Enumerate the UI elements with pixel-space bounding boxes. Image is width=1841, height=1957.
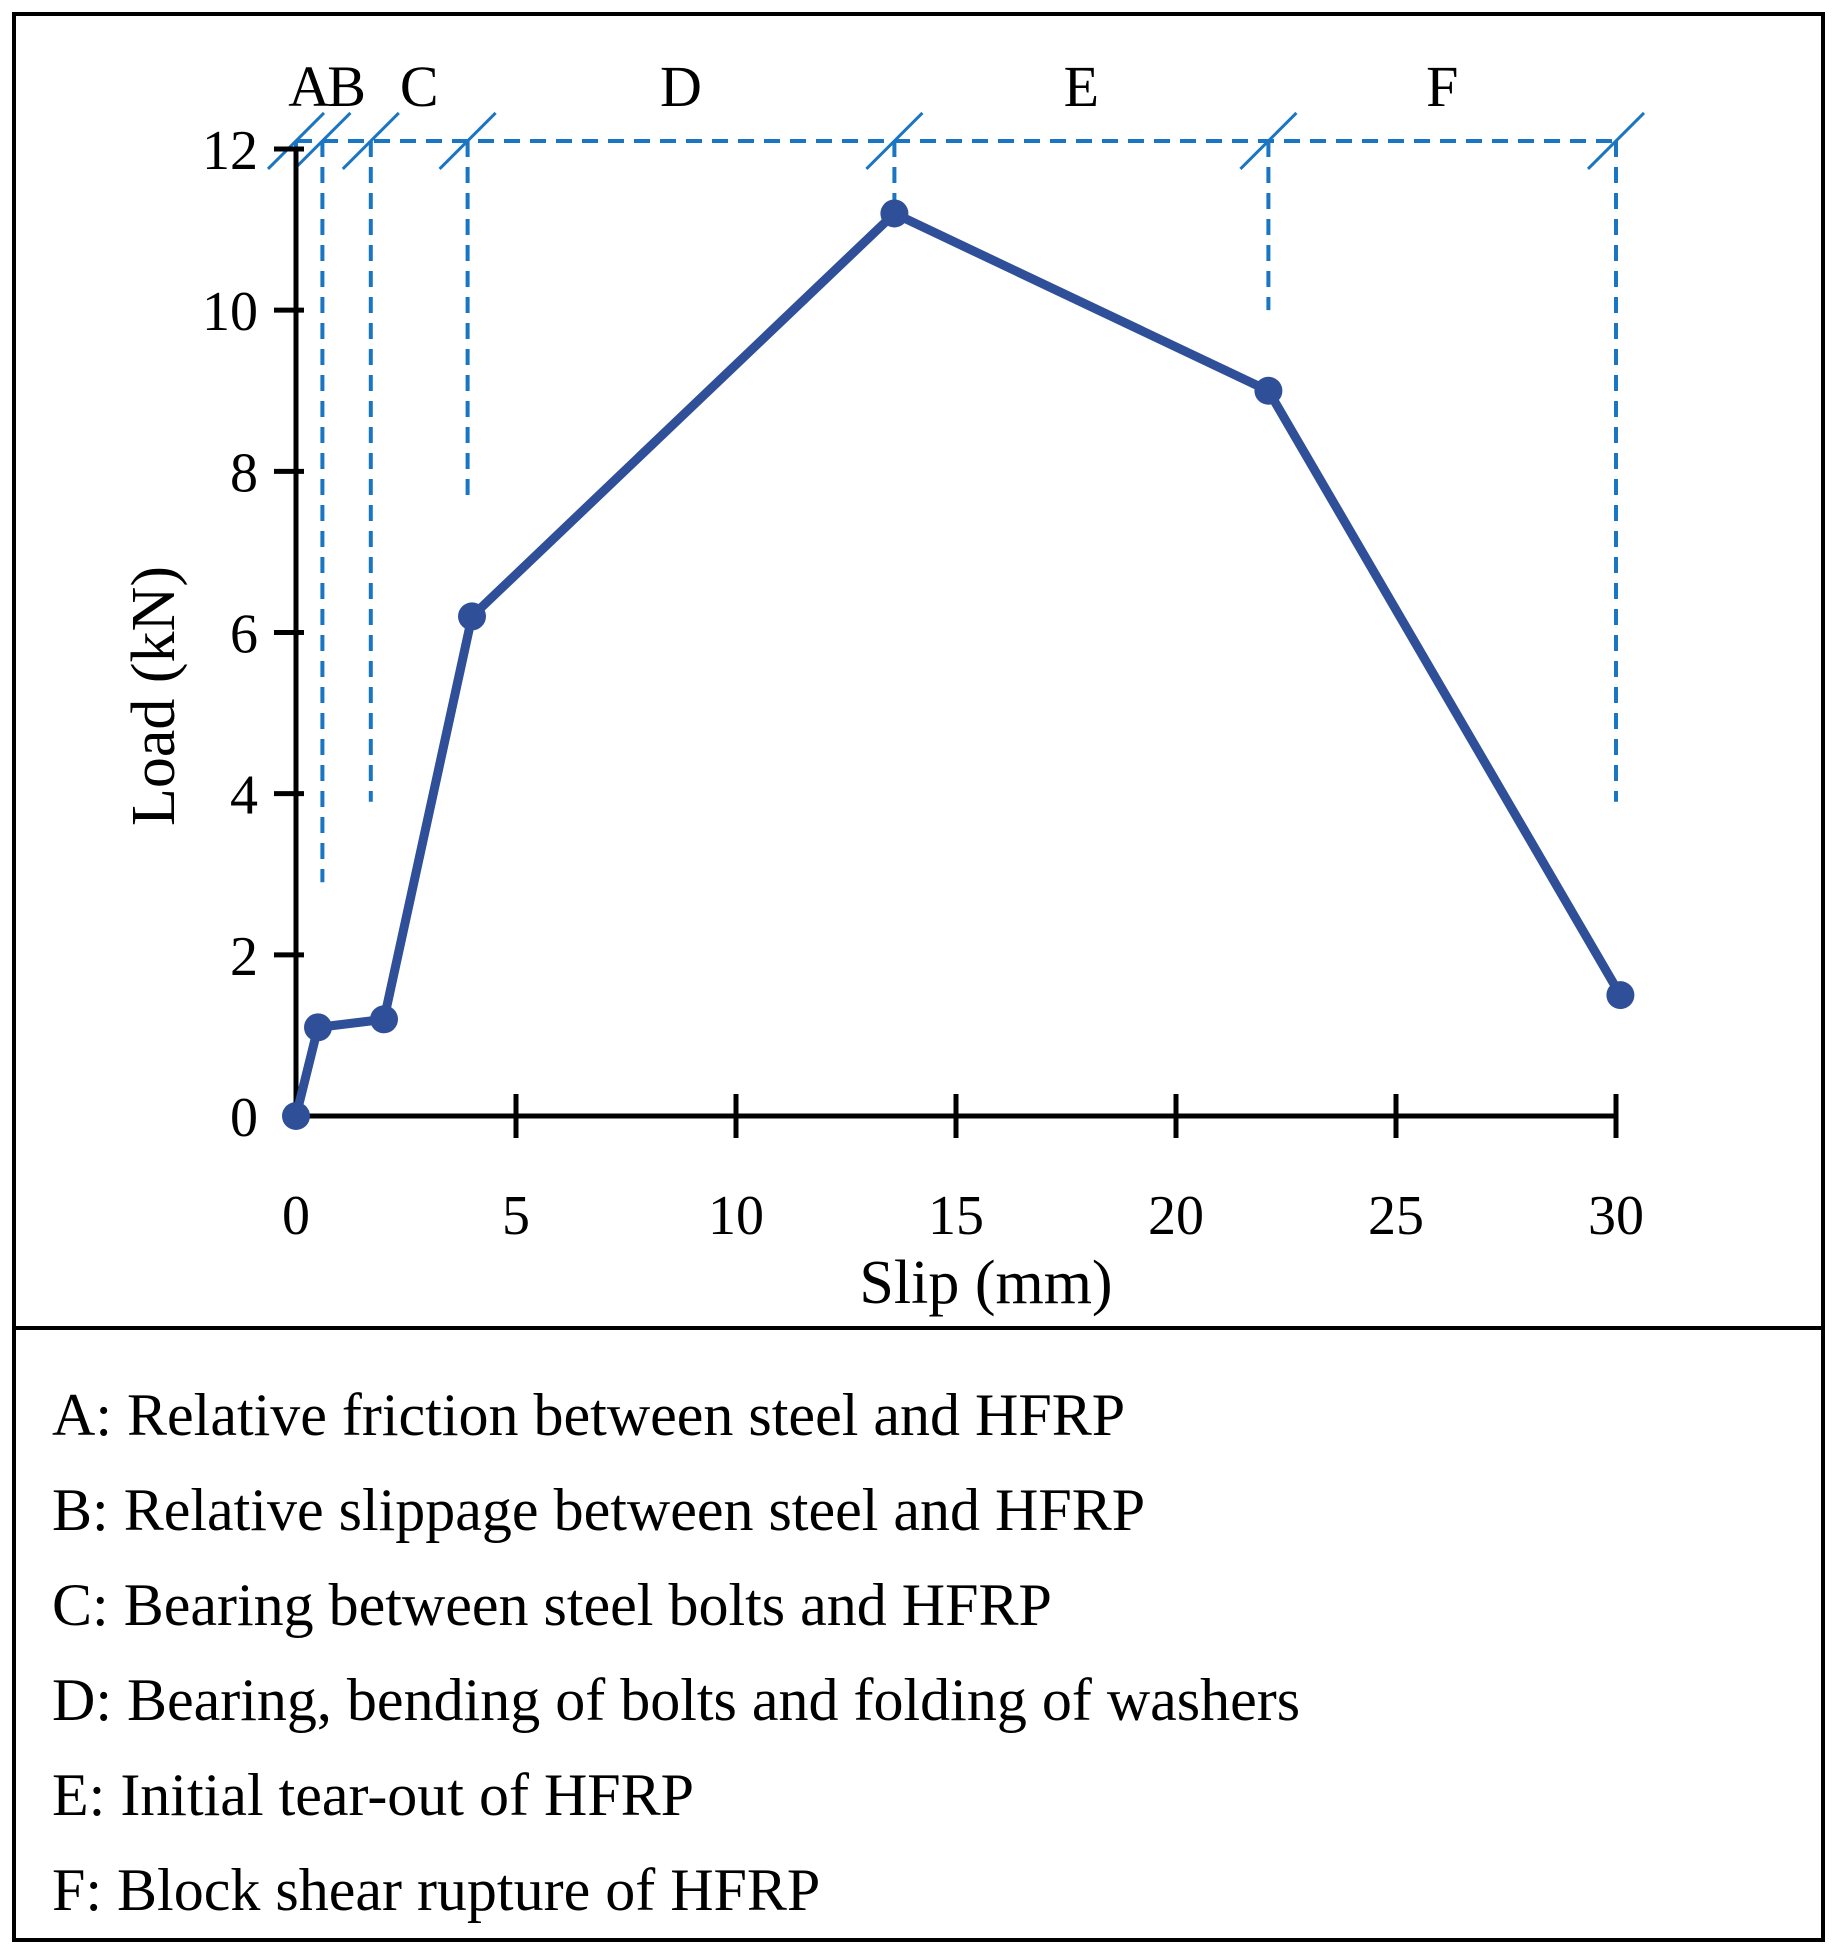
data-point	[458, 602, 486, 631]
y-tick-label: 6	[230, 604, 258, 666]
stage-break-mark	[865, 111, 924, 171]
legend-item-a: A: Relative friction between steel and H…	[52, 1382, 1126, 1448]
legend-item-d: D: Bearing, bending of bolts and folding…	[52, 1667, 1301, 1733]
stage-label-a: A	[288, 54, 330, 119]
stage-label-c: C	[400, 54, 439, 119]
x-tick-label: 5	[502, 1185, 530, 1247]
x-axis-label: Slip (mm)	[859, 1249, 1112, 1317]
stage-label-b: B	[327, 54, 366, 119]
data-series	[282, 199, 1635, 1130]
stage-label-d: D	[660, 54, 702, 119]
stage-break-mark	[293, 111, 352, 171]
legend-panel: A: Relative friction between steel and H…	[16, 1330, 1821, 1938]
y-tick-label: 0	[230, 1087, 258, 1149]
y-tick-label: 4	[230, 765, 258, 827]
stage-label-e: E	[1064, 54, 1099, 119]
data-point	[282, 1102, 310, 1130]
x-tick-label: 20	[1148, 1185, 1204, 1247]
series-line	[291, 208, 1625, 1118]
stage-break-mark	[1586, 111, 1646, 171]
load-slip-chart: AB C D E F 0 5 10 15 20 25 30 0 2 4 6 8 10 12 Slip (mm) L…	[120, 54, 1646, 1317]
data-point	[304, 1013, 332, 1042]
stage-label-f: F	[1426, 54, 1458, 119]
stage-break-mark	[341, 111, 400, 171]
y-tick-label: 2	[230, 926, 258, 988]
data-point	[1606, 981, 1635, 1010]
axes: 0 5 10 15 20 25 30 0 2 4 6 8 10 12	[202, 120, 1644, 1247]
x-tick-label: 15	[928, 1185, 984, 1247]
y-tick-label: 8	[230, 442, 258, 504]
y-axis-label: Load (kN)	[120, 566, 188, 826]
y-tick-label: 12	[202, 120, 258, 182]
legend-item-b: B: Relative slippage between steel and H…	[52, 1477, 1146, 1543]
stage-annotations: AB C D E F	[266, 54, 1646, 883]
x-tick-label: 0	[282, 1185, 310, 1247]
x-tick-label: 25	[1368, 1185, 1424, 1247]
stage-break-mark	[266, 111, 326, 171]
data-point	[1254, 376, 1283, 405]
legend-item-f: F: Block shear rupture of HFRP	[52, 1857, 821, 1923]
x-tick-label: 30	[1588, 1185, 1644, 1247]
data-point	[370, 1005, 398, 1034]
stage-break-mark	[1239, 111, 1298, 171]
legend-item-e: E: Initial tear-out of HFRP	[52, 1762, 695, 1828]
stage-break-mark	[438, 111, 497, 171]
legend-divider	[16, 1326, 1821, 1330]
legend-item-c: C: Bearing between steel bolts and HFRP	[52, 1572, 1052, 1638]
y-tick-label: 10	[202, 281, 258, 343]
x-tick-label: 10	[708, 1185, 764, 1247]
data-point	[880, 199, 909, 228]
